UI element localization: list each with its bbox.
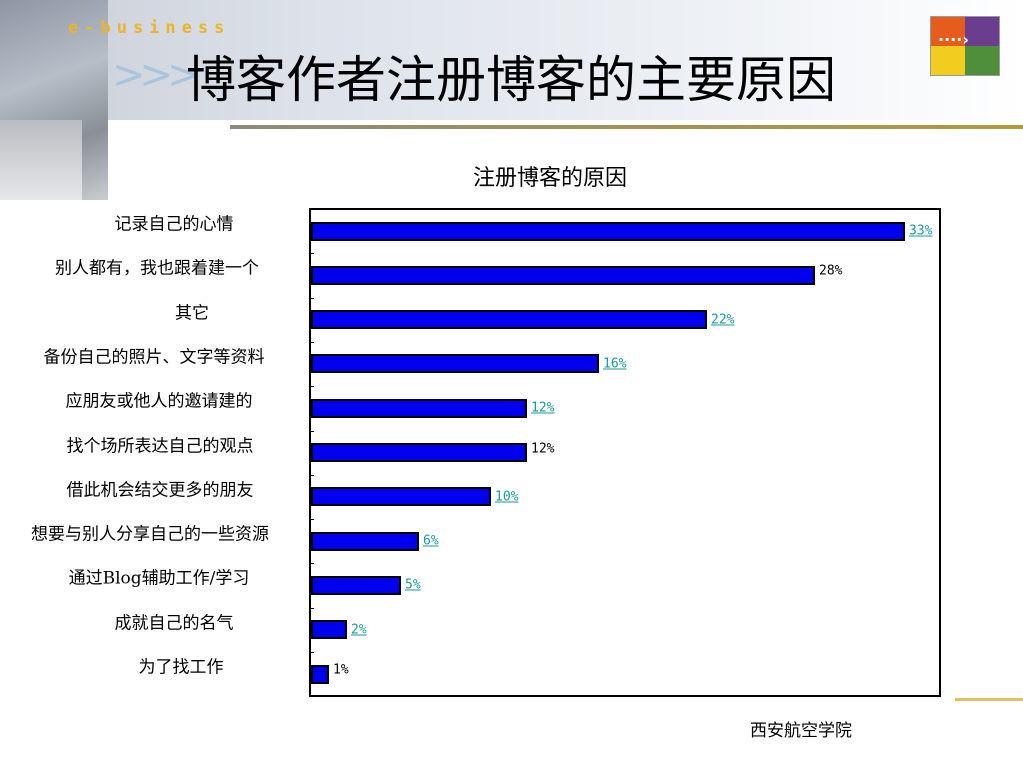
- header-banner: [0, 0, 1023, 120]
- brand-text: e-business: [68, 18, 231, 38]
- bar: [311, 354, 599, 374]
- category-label: 别人都有，我也跟着建一个: [55, 258, 259, 279]
- axis-tick: [309, 430, 314, 432]
- header-divider: [230, 125, 1023, 129]
- page-title: 博客作者注册博客的主要原因: [186, 51, 836, 109]
- category-label: 应朋友或他人的邀请建的: [65, 391, 253, 412]
- bar: [311, 620, 347, 640]
- banner-photo-lower: [0, 120, 82, 200]
- chart-title: 注册博客的原因: [472, 166, 627, 191]
- data-label: 12%: [531, 441, 555, 456]
- data-label: 1%: [333, 662, 349, 678]
- category-label: 想要与别人分享自己的一些资源: [31, 524, 269, 545]
- bar: [311, 443, 527, 462]
- data-label[interactable]: 16%: [603, 356, 627, 372]
- bar: [311, 265, 815, 285]
- data-label[interactable]: 10%: [495, 489, 519, 505]
- axis-tick: [309, 607, 314, 609]
- bar: [311, 310, 707, 330]
- axis-tick: [309, 386, 314, 388]
- category-label: 其它: [175, 303, 209, 324]
- axis-tick: [309, 474, 314, 476]
- logo-dots-icon: ····›: [938, 30, 969, 49]
- category-label: 找个场所表达自己的观点: [66, 436, 254, 456]
- footer-institution: 西安航空学院: [750, 721, 852, 741]
- axis-tick: [309, 341, 314, 343]
- bar: [311, 575, 401, 595]
- data-label[interactable]: 6%: [423, 533, 439, 549]
- axis-tick: [309, 297, 314, 299]
- data-label[interactable]: 2%: [351, 622, 367, 638]
- category-label: 备份自己的照片、文字等资料: [43, 347, 265, 368]
- axis-tick: [309, 652, 314, 653]
- axis-tick: [309, 563, 314, 565]
- axis-tick: [309, 519, 314, 521]
- category-label: 为了找工作: [138, 657, 224, 678]
- data-label[interactable]: 12%: [531, 400, 555, 416]
- bar: [311, 221, 905, 241]
- category-label: 记录自己的心情: [114, 214, 234, 235]
- bar: [311, 398, 527, 418]
- axis-tick: [309, 253, 314, 255]
- data-label[interactable]: 5%: [405, 577, 421, 593]
- logo-icon: [930, 16, 1000, 76]
- data-label: 28%: [819, 263, 843, 279]
- bar: [311, 487, 491, 507]
- category-label: 成就自己的名气: [114, 613, 234, 634]
- footer-divider: [955, 698, 1023, 701]
- arrows-icon: >>>: [112, 52, 201, 98]
- bar: [311, 531, 419, 551]
- axis-tick: [309, 209, 314, 210]
- data-label[interactable]: 22%: [711, 312, 735, 328]
- plot-area: [309, 208, 941, 697]
- category-label: 借此机会结交更多的朋友: [66, 480, 254, 501]
- category-label: 通过Blog辅助工作/学习: [68, 568, 250, 589]
- data-label[interactable]: 33%: [909, 223, 933, 239]
- bar: [311, 664, 329, 684]
